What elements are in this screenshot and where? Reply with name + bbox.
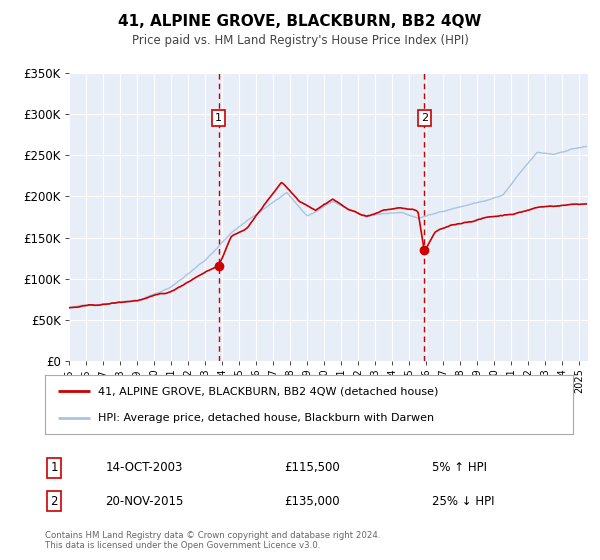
Text: Contains HM Land Registry data © Crown copyright and database right 2024.
This d: Contains HM Land Registry data © Crown c… <box>45 531 380 550</box>
Text: £135,000: £135,000 <box>284 494 340 508</box>
Text: 25% ↓ HPI: 25% ↓ HPI <box>432 494 494 508</box>
Text: 2: 2 <box>50 494 58 508</box>
Text: 41, ALPINE GROVE, BLACKBURN, BB2 4QW (detached house): 41, ALPINE GROVE, BLACKBURN, BB2 4QW (de… <box>98 386 438 396</box>
Text: 1: 1 <box>50 461 58 474</box>
Text: 1: 1 <box>215 113 222 123</box>
Text: 20-NOV-2015: 20-NOV-2015 <box>105 494 183 508</box>
Text: 2: 2 <box>421 113 428 123</box>
Text: 14-OCT-2003: 14-OCT-2003 <box>106 461 182 474</box>
Text: Price paid vs. HM Land Registry's House Price Index (HPI): Price paid vs. HM Land Registry's House … <box>131 34 469 46</box>
Text: 41, ALPINE GROVE, BLACKBURN, BB2 4QW: 41, ALPINE GROVE, BLACKBURN, BB2 4QW <box>118 14 482 29</box>
Text: HPI: Average price, detached house, Blackburn with Darwen: HPI: Average price, detached house, Blac… <box>98 413 434 423</box>
Text: £115,500: £115,500 <box>284 461 340 474</box>
Text: 5% ↑ HPI: 5% ↑ HPI <box>432 461 487 474</box>
